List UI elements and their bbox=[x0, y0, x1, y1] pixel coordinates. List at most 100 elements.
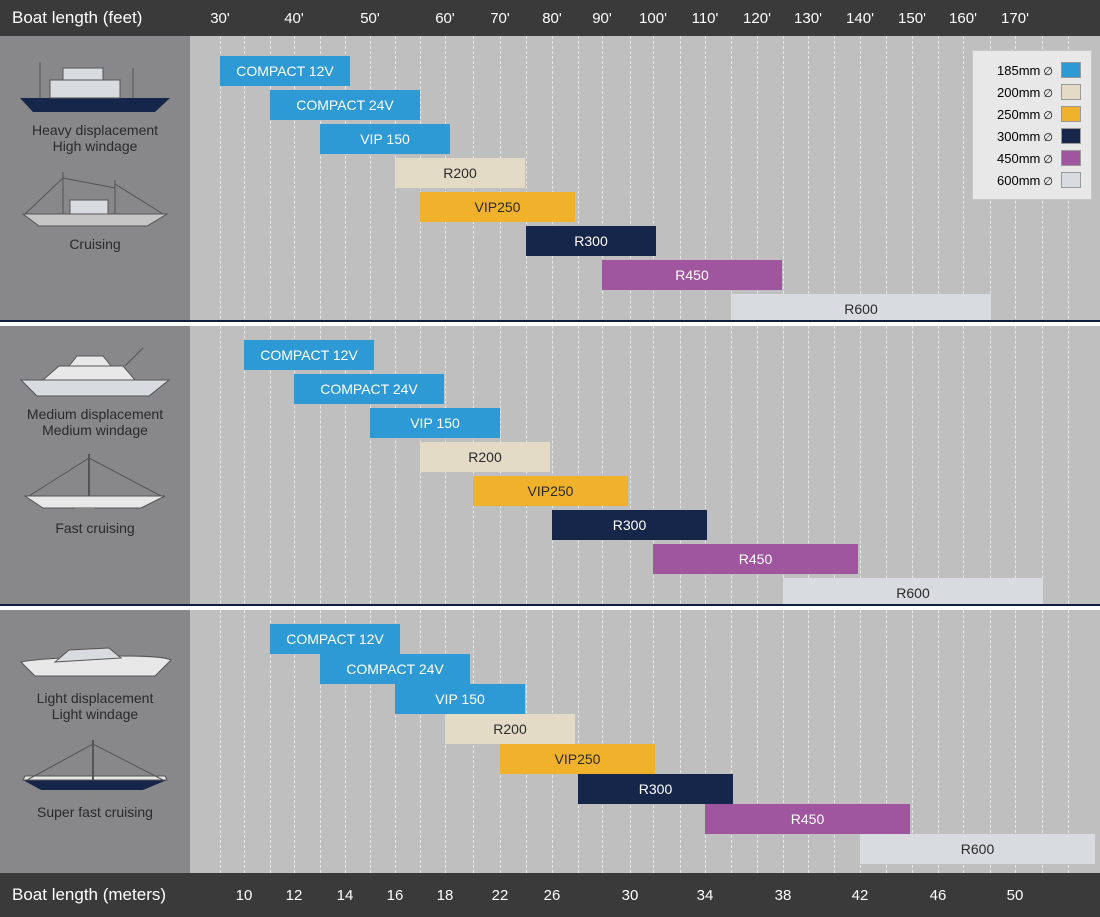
category-label: Medium windage bbox=[0, 422, 190, 438]
legend-swatch bbox=[1061, 172, 1081, 188]
range-bar: COMPACT 12V bbox=[244, 340, 374, 370]
category-label: Medium displacement bbox=[0, 406, 190, 422]
axis-tick: 100' bbox=[639, 10, 667, 27]
range-bar: VIP250 bbox=[420, 192, 575, 222]
axis-bottom-ticks: 10 12 14 16 18 22 26 30 34 38 42 46 50 bbox=[190, 873, 1100, 917]
range-bar: COMPACT 12V bbox=[270, 624, 400, 654]
axis-tick: 34 bbox=[697, 887, 714, 904]
axis-tick: 10 bbox=[236, 887, 253, 904]
boat-icon bbox=[0, 338, 190, 402]
axis-tick: 60' bbox=[435, 10, 455, 27]
range-bar: R200 bbox=[420, 442, 550, 472]
axis-tick: 40' bbox=[284, 10, 304, 27]
legend-swatch bbox=[1061, 84, 1081, 100]
legend-label: 450mm ∅ bbox=[983, 151, 1053, 166]
range-bar: VIP250 bbox=[500, 744, 655, 774]
axis-tick: 30 bbox=[622, 887, 639, 904]
range-bar: COMPACT 24V bbox=[320, 654, 470, 684]
chart-container: Boat length (feet) 30' 40' 50' 60' 70' 80' 90'… bbox=[0, 0, 1100, 917]
axis-tick: 90' bbox=[592, 10, 612, 27]
axis-tick: 18 bbox=[437, 887, 454, 904]
boat-icon bbox=[0, 452, 190, 516]
range-bar: R300 bbox=[578, 774, 733, 804]
legend-item: 250mm ∅ bbox=[983, 103, 1081, 125]
range-bar: VIP250 bbox=[473, 476, 628, 506]
legend: 185mm ∅ 200mm ∅ 250mm ∅ 300mm ∅ 450mm ∅ 600mm… bbox=[972, 50, 1092, 200]
range-bar: VIP 150 bbox=[395, 684, 525, 714]
legend-item: 185mm ∅ bbox=[983, 59, 1081, 81]
category-label: Heavy displacement bbox=[0, 122, 190, 138]
legend-swatch bbox=[1061, 150, 1081, 166]
category-label: Fast cruising bbox=[0, 520, 190, 536]
range-bar: VIP 150 bbox=[320, 124, 450, 154]
range-bar: R600 bbox=[860, 834, 1095, 864]
axis-top-label: Boat length (feet) bbox=[0, 8, 190, 28]
axis-top-ticks: 30' 40' 50' 60' 70' 80' 90' 100' 110' 120' 130' 140… bbox=[190, 0, 1100, 36]
legend-label: 600mm ∅ bbox=[983, 173, 1053, 188]
axis-tick: 130' bbox=[794, 10, 822, 27]
axis-tick: 170' bbox=[1001, 10, 1029, 27]
range-bar: R450 bbox=[705, 804, 910, 834]
legend-item: 200mm ∅ bbox=[983, 81, 1081, 103]
category-label: Cruising bbox=[0, 236, 190, 252]
range-bar: R200 bbox=[395, 158, 525, 188]
axis-tick: 110' bbox=[692, 10, 719, 27]
chart-area: COMPACT 12VCOMPACT 24VVIP 150R200VIP250R… bbox=[190, 36, 1100, 873]
category-label: Light displacement bbox=[0, 690, 190, 706]
axis-tick: 120' bbox=[743, 10, 771, 27]
category-block: Heavy displacementHigh windage Cruising bbox=[0, 54, 190, 252]
chart-panel: COMPACT 12VCOMPACT 24VVIP 150R200VIP250R… bbox=[190, 614, 1100, 874]
axis-tick: 150' bbox=[898, 10, 926, 27]
legend-item: 300mm ∅ bbox=[983, 125, 1081, 147]
boat-icon bbox=[0, 54, 190, 118]
range-bar: R300 bbox=[526, 226, 656, 256]
panel-separator bbox=[0, 604, 1100, 610]
axis-tick: 70' bbox=[490, 10, 510, 27]
range-bar: VIP 150 bbox=[370, 408, 500, 438]
axis-tick: 22 bbox=[492, 887, 509, 904]
axis-tick: 26 bbox=[544, 887, 561, 904]
boat-icon bbox=[0, 736, 190, 800]
axis-tick: 38 bbox=[775, 887, 792, 904]
panel-separator bbox=[0, 320, 1100, 326]
axis-bottom-label: Boat length (meters) bbox=[0, 885, 190, 905]
legend-swatch bbox=[1061, 106, 1081, 122]
axis-tick: 16 bbox=[387, 887, 404, 904]
boat-icon bbox=[0, 622, 190, 686]
legend-item: 450mm ∅ bbox=[983, 147, 1081, 169]
legend-label: 185mm ∅ bbox=[983, 63, 1053, 78]
axis-tick: 46 bbox=[930, 887, 947, 904]
boat-icon bbox=[0, 168, 190, 232]
range-bar: R450 bbox=[602, 260, 782, 290]
chart-panel: COMPACT 12V COMPACT 24V VIP 150 R200 VIP250 R… bbox=[190, 330, 1100, 610]
axis-tick: 140' bbox=[846, 10, 874, 27]
axis-tick: 12 bbox=[286, 887, 303, 904]
category-label: Light windage bbox=[0, 706, 190, 722]
legend-label: 250mm ∅ bbox=[983, 107, 1053, 122]
range-bar: R300 bbox=[552, 510, 707, 540]
legend-label: 200mm ∅ bbox=[983, 85, 1053, 100]
range-bar: R200 bbox=[445, 714, 575, 744]
axis-tick: 42 bbox=[852, 887, 869, 904]
legend-swatch bbox=[1061, 62, 1081, 78]
category-block: Light displacementLight windage Super fas… bbox=[0, 622, 190, 820]
axis-tick: 50' bbox=[360, 10, 380, 27]
axis-tick: 160' bbox=[949, 10, 977, 27]
category-label: High windage bbox=[0, 138, 190, 154]
axis-bottom: Boat length (meters) 10 12 14 16 18 22 26 30 34 3… bbox=[0, 873, 1100, 917]
range-bar: COMPACT 24V bbox=[294, 374, 444, 404]
category-block: Medium displacementMedium windage Fast cr… bbox=[0, 338, 190, 536]
category-label: Super fast cruising bbox=[0, 804, 190, 820]
axis-tick: 14 bbox=[337, 887, 354, 904]
chart-panel: COMPACT 12V COMPACT 24V VIP 150 R200 VIP250 R… bbox=[190, 46, 1100, 326]
axis-top: Boat length (feet) 30' 40' 50' 60' 70' 80' 90'… bbox=[0, 0, 1100, 36]
range-bar: COMPACT 24V bbox=[270, 90, 420, 120]
legend-label: 300mm ∅ bbox=[983, 129, 1053, 144]
range-bar: R450 bbox=[653, 544, 858, 574]
axis-tick: 30' bbox=[210, 10, 230, 27]
legend-swatch bbox=[1061, 128, 1081, 144]
legend-item: 600mm ∅ bbox=[983, 169, 1081, 191]
axis-tick: 80' bbox=[542, 10, 562, 27]
range-bar: COMPACT 12V bbox=[220, 56, 350, 86]
axis-tick: 50 bbox=[1007, 887, 1024, 904]
